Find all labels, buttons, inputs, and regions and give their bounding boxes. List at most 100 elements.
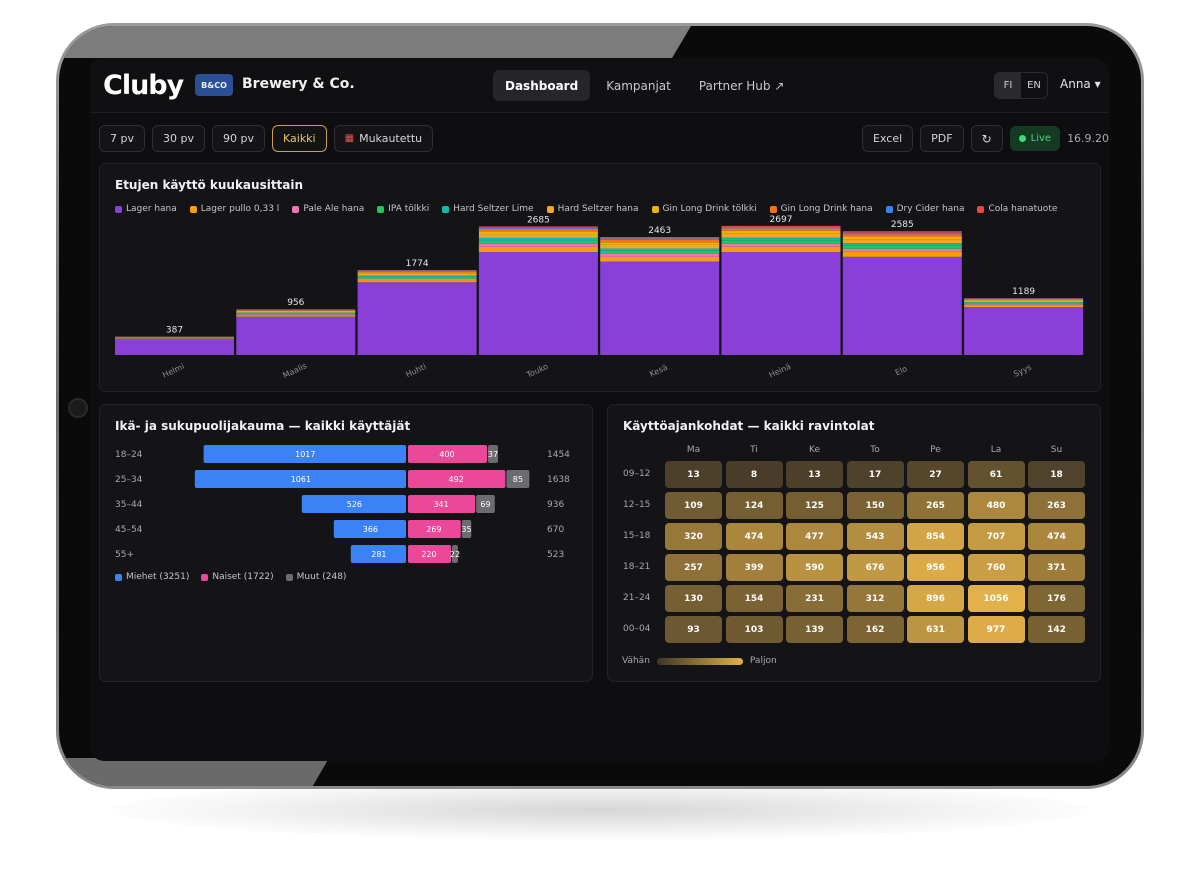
heatmap-cell[interactable]: 1056 — [967, 585, 1025, 612]
legend-swatch — [977, 205, 985, 213]
legend-item-8[interactable]: Dry Cider hana — [885, 204, 964, 214]
heatmap-cell[interactable]: 707 — [967, 523, 1025, 550]
heatmap-cell[interactable]: 480 — [967, 492, 1025, 519]
heatmap-cell[interactable]: 150 — [846, 492, 904, 519]
app-logo[interactable]: Cluby — [103, 70, 184, 101]
legend-swatch — [201, 573, 209, 581]
heatmap-cell[interactable]: 231 — [786, 585, 843, 612]
legend-item-6[interactable]: Gin Long Drink tölkki — [651, 204, 757, 214]
heatmap-cell[interactable]: 61 — [967, 461, 1025, 488]
heatmap-cell[interactable]: 631 — [907, 616, 964, 643]
heatmap-cell[interactable]: 139 — [786, 616, 843, 643]
heatmap-cell[interactable]: 124 — [725, 492, 783, 519]
bar-total-label: 956 — [287, 298, 304, 308]
heatmap-cell[interactable]: 977 — [967, 616, 1025, 643]
heatmap-cell[interactable]: 590 — [786, 554, 843, 581]
bar-segment-heinä-0 — [721, 252, 841, 355]
heatmap-cell[interactable]: 320 — [665, 523, 722, 550]
heatmap-cell[interactable]: 265 — [907, 492, 964, 519]
heatmap-cell[interactable]: 142 — [1028, 616, 1085, 643]
age-group-total: 523 — [547, 550, 564, 560]
monthly-usage-card: Etujen käyttö kuukausittain Lager hana La… — [99, 163, 1101, 392]
range-all[interactable]: Kaikki — [272, 125, 327, 152]
range-30d[interactable]: 30 pv — [152, 125, 205, 152]
legend-item-5[interactable]: Hard Seltzer hana — [546, 204, 639, 214]
legend-label: Lager hana — [126, 204, 177, 214]
male-bar — [350, 545, 406, 563]
bar-segment-syys-1 — [964, 305, 1084, 308]
heatmap-cell[interactable]: 676 — [846, 554, 904, 581]
heatmap-day-label: Ma — [686, 445, 701, 455]
legend-item-2[interactable]: Pale Ale hana — [292, 204, 364, 214]
legend-label: Naiset (1722) — [212, 572, 274, 582]
nav-partner-hub[interactable]: Partner Hub ↗ — [698, 78, 785, 93]
heatmap-cell[interactable]: 760 — [967, 554, 1025, 581]
bar-segment-elo-4 — [842, 243, 962, 246]
heatmap-cell[interactable]: 109 — [665, 492, 722, 519]
heatmap-cell[interactable]: 18 — [1028, 461, 1085, 488]
bar-segment-elo-0 — [842, 256, 962, 355]
heatmap-cell[interactable]: 93 — [665, 616, 722, 643]
legend-item-9[interactable]: Cola hanatuote — [977, 204, 1057, 214]
heatmap-cell[interactable]: 17 — [846, 461, 904, 488]
export-excel-button[interactable]: Excel — [862, 125, 914, 152]
brand-name: Brewery & Co. — [242, 76, 355, 92]
heatmap-cell[interactable]: 125 — [786, 492, 843, 519]
demographics-legend-item-1[interactable]: Naiset (1722) — [201, 572, 274, 582]
heatmap-cell[interactable]: 399 — [725, 554, 783, 581]
heatmap-cell[interactable]: 312 — [846, 585, 904, 612]
legend-item-1[interactable]: Lager pullo 0,33 l — [189, 204, 279, 214]
heatmap-cell[interactable]: 154 — [725, 585, 783, 612]
user-menu[interactable]: Anna ▾ — [1060, 77, 1101, 91]
heatmap-cell[interactable]: 543 — [846, 523, 904, 550]
range-toolbar: 7 pv 30 pv 90 pv Kaikki ▦ Mukautettu — [99, 125, 434, 152]
heatmap-cell[interactable]: 13 — [665, 461, 722, 488]
heatmap-cell[interactable]: 474 — [1028, 523, 1085, 550]
heatmap-cell[interactable]: 896 — [907, 585, 964, 612]
heatmap-cell[interactable]: 27 — [907, 461, 964, 488]
heatmap-cell[interactable]: 130 — [665, 585, 722, 612]
bar-segment-heinä-5 — [721, 233, 841, 238]
range-custom-button[interactable]: ▦ Mukautettu — [333, 125, 434, 152]
other-value: 85 — [513, 475, 523, 484]
nav-dashboard[interactable]: Dashboard — [493, 70, 591, 101]
heatmap-cell[interactable]: 371 — [1028, 554, 1085, 581]
heatmap-cell[interactable]: 103 — [725, 616, 783, 643]
heatmap-cell[interactable]: 257 — [665, 554, 722, 581]
bar-segment-kesä-6 — [600, 242, 720, 245]
legend-item-7[interactable]: Gin Long Drink hana — [769, 204, 873, 214]
legend-item-0[interactable]: Lager hana — [115, 204, 177, 214]
heatmap-cell[interactable]: 176 — [1028, 585, 1085, 612]
heatmap-cell[interactable]: 13 — [786, 461, 843, 488]
heatmap-cell[interactable]: 477 — [786, 523, 843, 550]
legend-item-4[interactable]: Hard Seltzer Lime — [442, 204, 534, 214]
bar-segment-elo-9 — [842, 231, 962, 233]
refresh-button[interactable]: ↻ — [970, 125, 1003, 152]
heatmap-cell[interactable]: 263 — [1028, 492, 1085, 519]
export-pdf-button[interactable]: PDF — [920, 125, 964, 152]
legend-item-3[interactable]: IPA tölkki — [377, 204, 429, 214]
bar-segment-kesä-9 — [600, 237, 720, 239]
demographics-legend-item-0[interactable]: Miehet (3251) — [115, 572, 189, 582]
heatmap-cell[interactable]: 8 — [725, 461, 783, 488]
bar-segment-elo-3 — [842, 245, 962, 249]
heatmap-cell[interactable]: 956 — [907, 554, 964, 581]
language-switch: FI EN — [994, 72, 1048, 99]
other-bar — [461, 520, 472, 538]
live-badge[interactable]: Live — [1009, 126, 1061, 151]
female-bar — [408, 520, 461, 538]
x-tick-label: Maalis — [281, 361, 308, 380]
female-bar — [408, 545, 451, 563]
range-90d[interactable]: 90 pv — [212, 125, 265, 152]
legend-swatch — [189, 205, 197, 213]
nav-kampanjat[interactable]: Kampanjat — [606, 78, 671, 93]
heatmap-cell[interactable]: 162 — [846, 616, 904, 643]
lang-fi[interactable]: FI — [995, 73, 1021, 98]
male-bar — [203, 445, 406, 463]
refresh-icon: ↻ — [981, 131, 992, 146]
heatmap-cell[interactable]: 474 — [725, 523, 783, 550]
demographics-legend-item-2[interactable]: Muut (248) — [285, 572, 346, 582]
heatmap-cell[interactable]: 854 — [907, 523, 964, 550]
range-7d[interactable]: 7 pv — [99, 125, 145, 152]
lang-en[interactable]: EN — [1027, 80, 1041, 91]
